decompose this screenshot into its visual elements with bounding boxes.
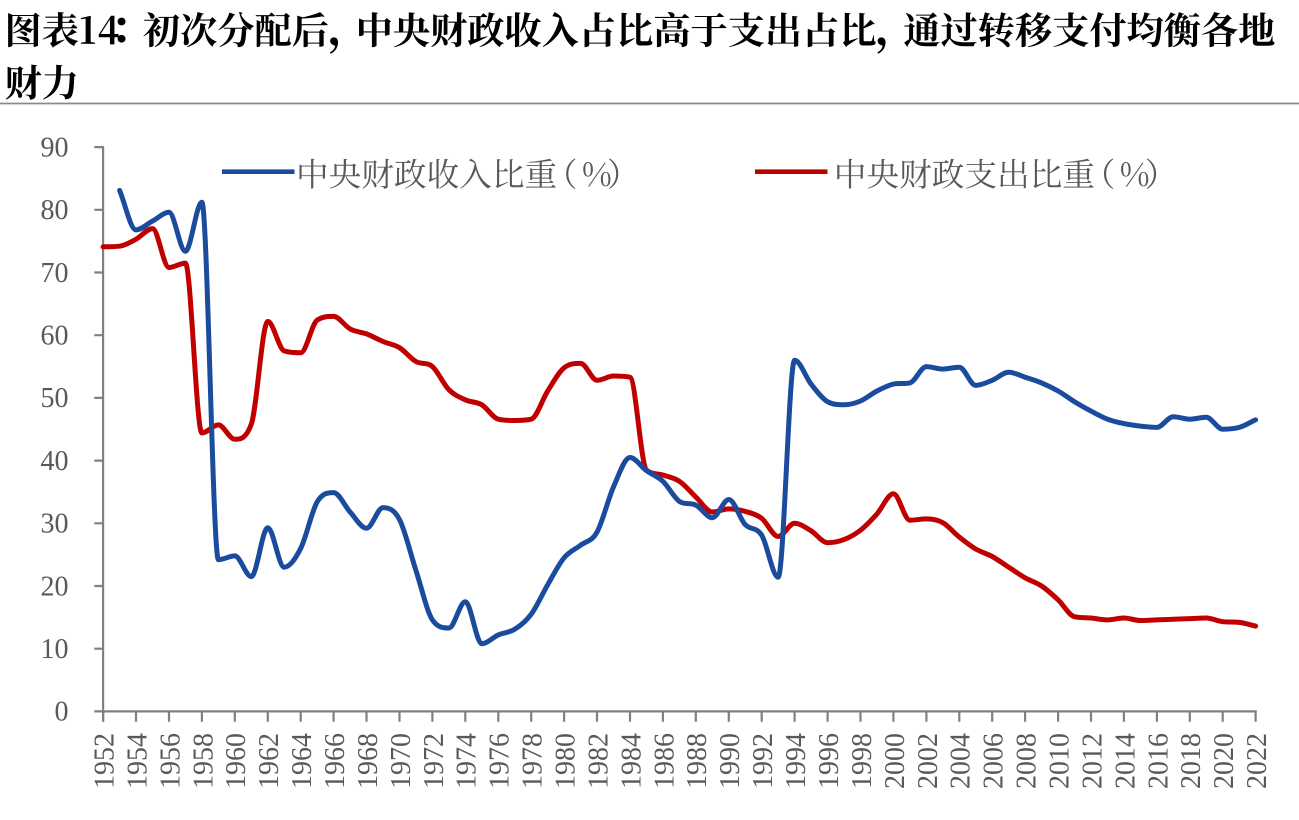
svg-text:1982: 1982 bbox=[583, 733, 614, 789]
svg-text:2022: 2022 bbox=[1242, 733, 1273, 789]
svg-text:1980: 1980 bbox=[551, 733, 582, 789]
svg-text:1994: 1994 bbox=[781, 733, 812, 789]
svg-text:30: 30 bbox=[41, 509, 69, 540]
svg-text:1952: 1952 bbox=[90, 733, 121, 789]
svg-text:10: 10 bbox=[41, 634, 69, 665]
svg-text:90: 90 bbox=[41, 132, 69, 163]
svg-text:2010: 2010 bbox=[1045, 733, 1076, 789]
svg-text:2000: 2000 bbox=[880, 733, 911, 789]
svg-text:1986: 1986 bbox=[649, 733, 680, 789]
svg-text:1970: 1970 bbox=[386, 733, 417, 789]
svg-text:1954: 1954 bbox=[122, 733, 153, 789]
svg-text:1992: 1992 bbox=[748, 733, 779, 789]
svg-text:2014: 2014 bbox=[1110, 733, 1141, 789]
svg-text:2012: 2012 bbox=[1077, 733, 1108, 789]
svg-text:1966: 1966 bbox=[320, 733, 351, 789]
svg-text:40: 40 bbox=[41, 446, 69, 477]
svg-text:50: 50 bbox=[41, 383, 69, 414]
svg-text:60: 60 bbox=[41, 321, 69, 352]
svg-text:0: 0 bbox=[55, 697, 69, 728]
svg-text:1974: 1974 bbox=[452, 733, 483, 789]
svg-text:2018: 2018 bbox=[1176, 733, 1207, 789]
svg-text:1960: 1960 bbox=[221, 733, 252, 789]
svg-text:1956: 1956 bbox=[155, 733, 186, 789]
svg-text:1998: 1998 bbox=[847, 733, 878, 789]
svg-text:2008: 2008 bbox=[1012, 733, 1043, 789]
svg-text:2004: 2004 bbox=[946, 733, 977, 789]
svg-text:2006: 2006 bbox=[979, 733, 1010, 789]
svg-text:1962: 1962 bbox=[254, 733, 285, 789]
svg-text:1996: 1996 bbox=[814, 733, 845, 789]
svg-text:1976: 1976 bbox=[485, 733, 516, 789]
svg-text:1964: 1964 bbox=[287, 733, 318, 789]
svg-text:2002: 2002 bbox=[913, 733, 944, 789]
svg-text:80: 80 bbox=[41, 195, 69, 226]
svg-text:2016: 2016 bbox=[1143, 733, 1174, 789]
svg-text:1972: 1972 bbox=[419, 733, 450, 789]
svg-text:2020: 2020 bbox=[1209, 733, 1240, 789]
svg-text:20: 20 bbox=[41, 571, 69, 602]
svg-text:1988: 1988 bbox=[682, 733, 713, 789]
svg-text:1968: 1968 bbox=[353, 733, 384, 789]
svg-text:70: 70 bbox=[41, 258, 69, 289]
svg-text:1990: 1990 bbox=[715, 733, 746, 789]
svg-text:1958: 1958 bbox=[188, 733, 219, 789]
svg-text:1984: 1984 bbox=[616, 733, 647, 789]
svg-text:1978: 1978 bbox=[518, 733, 549, 789]
